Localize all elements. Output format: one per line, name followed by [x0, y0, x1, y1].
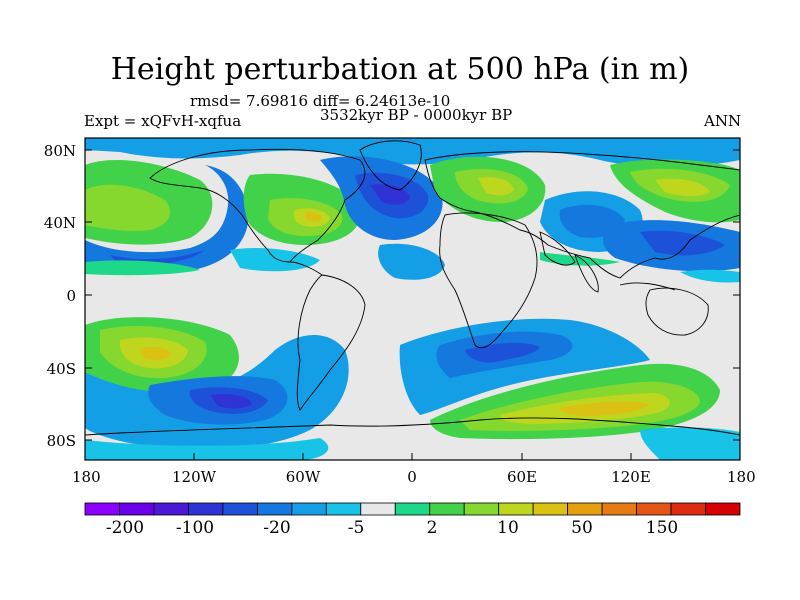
season-label: ANN: [704, 112, 742, 130]
eurasia-outline: [424, 151, 740, 279]
lat-label-equator: 0: [66, 287, 76, 305]
colorbar-label-1: -200: [105, 518, 145, 538]
colorbar-swatch: [84, 502, 120, 516]
rmsd-stats: rmsd= 7.69816 diff= 6.24613e-10: [190, 92, 451, 110]
coastlines: [85, 140, 740, 436]
colorbar-swatch: [463, 502, 500, 516]
contour-fields: [85, 138, 740, 460]
greenland-outline: [359, 140, 422, 191]
colorbar-swatch: [325, 502, 362, 516]
colorbar-swatch: [429, 502, 465, 516]
lat-ticks: [85, 149, 740, 441]
lon-label-0: 0: [407, 468, 417, 486]
north-america-outline: [149, 148, 366, 263]
lat-label-80s: 80S: [46, 432, 76, 450]
colorbar-swatch: [498, 502, 534, 516]
colorbar-swatch: [188, 502, 224, 516]
colorbar-swatch: [291, 502, 327, 516]
colorbar-swatch: [153, 502, 189, 516]
experiment-label: Expt = xQFvH-xqfua: [84, 112, 242, 130]
time-period: 3532kyr BP - 0000kyr BP: [320, 106, 513, 124]
lon-label-180w: 180: [72, 468, 101, 486]
colorbar-swatch: [670, 502, 706, 516]
lon-label-60w: 60W: [285, 468, 321, 486]
colorbar-label-2: -100: [175, 518, 215, 538]
colorbar-swatch: [256, 502, 293, 516]
map-title: Height perturbation at 500 hPa (in m): [110, 52, 690, 87]
central-america-outline: [289, 261, 323, 276]
lon-label-60e: 60E: [506, 468, 538, 486]
lat-label-40s: 40S: [46, 360, 76, 378]
lon-ticks: [84, 453, 741, 460]
colorbar-label-6: 10: [497, 518, 519, 538]
colorbar-label-3: -20: [263, 518, 291, 538]
colorbar-swatch: [636, 502, 672, 516]
colorbar-label-7: 50: [571, 518, 593, 538]
lat-label-40n: 40N: [43, 214, 76, 232]
australia-outline: [645, 287, 709, 336]
colorbar-label-4: -5: [347, 518, 365, 538]
lon-label-120e: 120E: [611, 468, 651, 486]
maritime-continent-outline: [619, 282, 676, 291]
south-america-outline: [296, 274, 366, 411]
colorbar-swatch: [394, 502, 431, 516]
colorbar-swatch: [222, 502, 258, 516]
colorbar-swatch: [705, 502, 741, 516]
colorbar-label-5: 2: [426, 518, 438, 538]
colorbar-swatch: [601, 502, 637, 516]
colorbar-swatch: [567, 502, 603, 516]
colorbar-swatch: [119, 502, 155, 516]
colorbar-label-8: 150: [645, 518, 679, 538]
colorbar: [84, 502, 741, 516]
lon-label-120w: 120W: [172, 468, 217, 486]
colorbar-swatch: [360, 502, 396, 516]
lon-label-180e: 180: [727, 468, 756, 486]
africa-outline: [439, 212, 538, 349]
india-outline: [574, 254, 599, 293]
colorbar-swatch: [532, 502, 569, 516]
antarctica-outline: [85, 417, 740, 436]
arabia-outline: [539, 231, 576, 266]
lat-label-80n: 80N: [43, 142, 76, 160]
